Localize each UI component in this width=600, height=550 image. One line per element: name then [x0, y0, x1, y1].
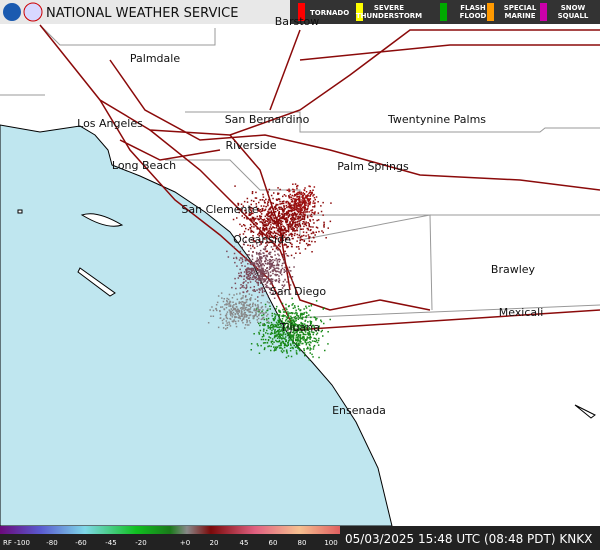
city-label: Oceanside: [233, 233, 291, 246]
ocean: [0, 124, 393, 527]
noaa-logo: [3, 3, 21, 21]
warning-swatch: [540, 3, 547, 21]
scale-label: -60: [75, 539, 86, 547]
radar-echo: [232, 183, 332, 258]
scale-unit: RF: [3, 539, 12, 547]
city-label: Los Angeles: [77, 117, 143, 130]
warning-label: FLOOD: [460, 12, 487, 20]
warning-label: FLASH: [460, 4, 486, 12]
city-label: Mexicali: [499, 306, 544, 319]
city-label: Riverside: [225, 139, 276, 152]
timestamp-bar: [340, 526, 600, 550]
city-label: San Bernardino: [225, 113, 310, 126]
city-label: Ensenada: [332, 404, 386, 417]
radar-echo: [226, 240, 295, 302]
city-label: San Clemente: [181, 203, 258, 216]
city-label: Brawley: [491, 263, 536, 276]
warning-swatch: [440, 3, 447, 21]
city-label: Barstow: [275, 15, 320, 28]
timestamp: 05/03/2025 15:48 UTC (08:48 PDT) KNKX: [345, 532, 592, 546]
warning-label: MARINE: [504, 12, 535, 20]
scale-label: -100: [14, 539, 30, 547]
warning-label: SQUALL: [558, 12, 589, 20]
scale-label: +0: [180, 539, 190, 547]
scale-label: -80: [46, 539, 57, 547]
scale-label: -20: [135, 539, 146, 547]
city-label: Palmdale: [130, 52, 180, 65]
scale-label: 20: [210, 539, 219, 547]
warning-label: SEVERE: [374, 4, 404, 12]
radar-echoes: [207, 183, 332, 361]
scale-label: 60: [269, 539, 278, 547]
warning-label: SPECIAL: [504, 4, 537, 12]
warning-label: SNOW: [561, 4, 586, 12]
warning-swatch: [298, 3, 305, 21]
city-label: Palm Springs: [337, 160, 409, 173]
radar-echo: [285, 183, 318, 221]
warning-swatch: [487, 3, 494, 21]
city-label: San Diego: [270, 285, 326, 298]
scale-label: 100: [324, 539, 337, 547]
scale-label: 80: [298, 539, 307, 547]
scale-label: -45: [105, 539, 116, 547]
city-label: Long Beach: [112, 159, 176, 172]
color-scale: [0, 526, 340, 534]
city-label: Twentynine Palms: [387, 113, 486, 126]
radar-echo: [250, 297, 331, 361]
nws-logo: [23, 2, 43, 22]
warning-swatch: [356, 3, 363, 21]
warning-label: THUNDERSTORM: [356, 12, 422, 20]
islands: [17, 209, 596, 419]
warning-label: TORNADO: [310, 9, 349, 17]
radar-echo: [207, 290, 270, 330]
city-label: Tijuana: [279, 321, 320, 334]
header-title: NATIONAL WEATHER SERVICE: [46, 6, 238, 21]
scale-label: 45: [240, 539, 249, 547]
